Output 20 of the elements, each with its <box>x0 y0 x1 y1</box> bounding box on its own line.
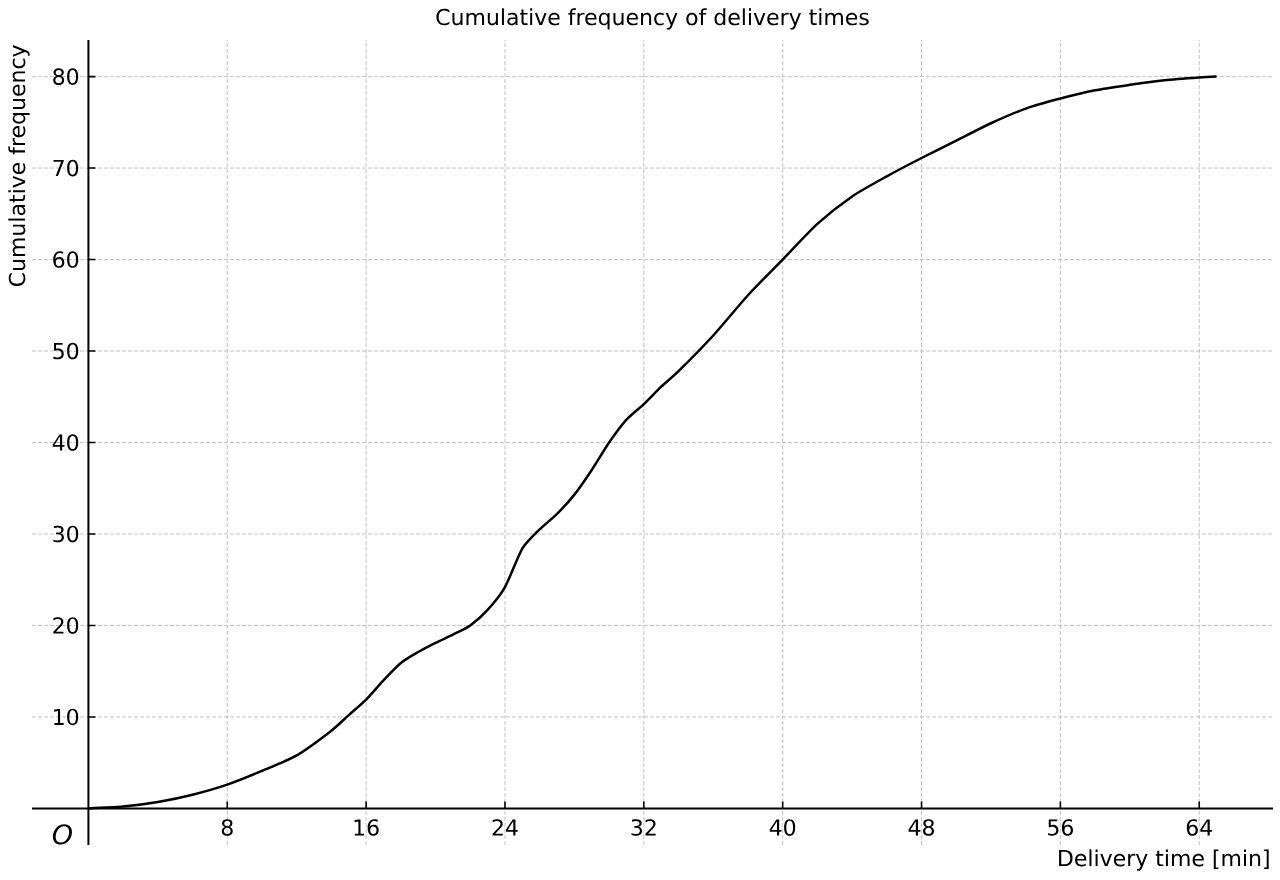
y-tick-label: 50 <box>53 342 79 360</box>
x-tick-label: 24 <box>492 819 518 836</box>
y-tick-label: 70 <box>53 159 79 177</box>
x-tick-label: 8 <box>221 819 233 836</box>
y-tick-label: 10 <box>54 708 79 726</box>
y-tick-label: 20 <box>53 617 79 634</box>
y-tick-label: 60 <box>53 251 79 268</box>
x-tick-label: 40 <box>769 819 796 836</box>
x-tick-label: 56 <box>1048 819 1073 836</box>
x-tick-label: 64 <box>1186 819 1212 836</box>
chart-title: Cumulative frequency of delivery times <box>436 8 869 30</box>
x-tick-label: 32 <box>631 819 656 836</box>
x-axis-title: Delivery time [min] <box>1059 849 1269 871</box>
y-axis-title: Cumulative frequency <box>8 45 30 287</box>
annotation: O <box>52 824 72 845</box>
y-tick-label: 80 <box>53 68 79 85</box>
y-tick-label: 30 <box>53 525 79 543</box>
x-tick-label: 16 <box>354 819 379 836</box>
x-tick-label: 48 <box>908 819 935 836</box>
y-tick-label: 40 <box>52 434 79 451</box>
